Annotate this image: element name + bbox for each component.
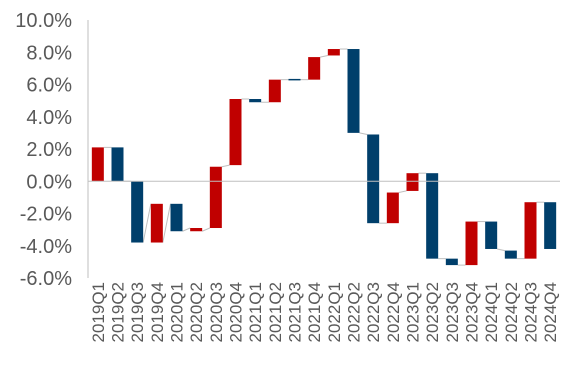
x-tick-label: 2024Q2	[502, 282, 521, 343]
waterfall-bar-2023q4	[465, 221, 478, 266]
y-tick-label: 8.0%	[26, 42, 72, 64]
x-tick-label: 2020Q1	[168, 282, 187, 343]
waterfall-bar-2020q4	[229, 99, 242, 166]
waterfall-bar-2024q2	[504, 250, 517, 259]
x-tick-label: 2024Q3	[522, 282, 541, 343]
waterfall-bar-2019q1	[91, 147, 104, 182]
waterfall-bar-2020q2	[190, 228, 203, 232]
waterfall-bar-2020q1	[170, 203, 183, 232]
waterfall-bar-2020q3	[209, 166, 222, 229]
x-tick-label: 2019Q3	[128, 282, 147, 343]
x-tick-label: 2022Q3	[364, 282, 383, 343]
y-tick-label: -6.0%	[20, 268, 72, 290]
connector-line	[359, 132, 368, 135]
bars	[91, 49, 557, 266]
waterfall-bar-2021q4	[308, 57, 321, 80]
x-tick-label: 2023Q2	[423, 282, 442, 343]
x-tick-label: 2022Q2	[345, 282, 364, 343]
waterfall-bar-2023q2	[426, 173, 439, 259]
x-tick-label: 2022Q1	[325, 282, 344, 343]
waterfall-bar-2022q1	[327, 49, 340, 56]
waterfall-bar-2023q3	[445, 258, 458, 266]
x-tick-label: 2019Q2	[109, 282, 128, 343]
x-tick-label: 2021Q4	[305, 282, 324, 343]
waterfall-bar-2021q3	[288, 78, 301, 81]
y-tick-label: 2.0%	[26, 139, 72, 161]
waterfall-bar-2024q1	[485, 221, 498, 249]
connector-line	[142, 203, 152, 243]
y-tick-label: 6.0%	[26, 75, 72, 97]
x-tick-label: 2022Q4	[384, 282, 403, 343]
x-tick-label: 2021Q3	[286, 282, 305, 343]
y-tick-label: -4.0%	[20, 236, 72, 258]
waterfall-bar-2019q2	[111, 147, 124, 182]
waterfall-bar-2023q1	[406, 173, 419, 191]
waterfall-bar-2022q4	[386, 192, 399, 224]
waterfall-bar-2019q4	[150, 203, 163, 243]
x-tick-label: 2023Q3	[443, 282, 462, 343]
x-tick-label: 2023Q1	[404, 282, 423, 343]
x-tick-label: 2020Q3	[207, 282, 226, 343]
y-tick-label: 0.0%	[26, 171, 72, 193]
x-tick-label: 2021Q2	[266, 282, 285, 343]
x-tick-label: 2024Q4	[541, 282, 560, 343]
connector-lines	[103, 48, 545, 266]
waterfall-bar-2024q3	[524, 202, 537, 259]
y-axis-labels: -6.0% -4.0% -2.0% 0.0% 2.0% 4.0% 6.0% 8.0% 10.0%	[15, 10, 72, 290]
x-axis-labels: 2019Q1 2019Q2 2019Q3 2019Q4 2020Q1 2020Q2 2020…	[89, 282, 560, 343]
waterfall-bar-2024q4	[544, 202, 557, 249]
waterfall-bar-2022q3	[367, 134, 380, 224]
x-tick-label: 2021Q1	[246, 282, 265, 343]
waterfall-bar-2022q2	[347, 49, 360, 133]
connector-line	[398, 190, 407, 194]
y-tick-label: 10.0%	[15, 10, 72, 32]
y-tick-label: 4.0%	[26, 107, 72, 129]
x-tick-label: 2019Q1	[89, 282, 108, 343]
x-tick-label: 2024Q1	[482, 282, 501, 343]
connector-line	[497, 248, 505, 252]
connector-line	[320, 54, 328, 58]
y-tick-label: -2.0%	[20, 204, 72, 226]
connector-line	[182, 227, 191, 232]
connector-line	[201, 227, 211, 232]
connector-line	[162, 203, 171, 243]
x-tick-label: 2020Q2	[187, 282, 206, 343]
x-tick-label: 2019Q4	[148, 282, 167, 343]
x-tick-label: 2020Q4	[227, 282, 246, 343]
connector-line	[221, 164, 230, 168]
x-tick-label: 2023Q4	[463, 282, 482, 343]
waterfall-bar-2019q3	[131, 181, 144, 243]
waterfall-bar-2021q1	[249, 99, 262, 103]
waterfall-bar-2021q2	[268, 79, 281, 103]
